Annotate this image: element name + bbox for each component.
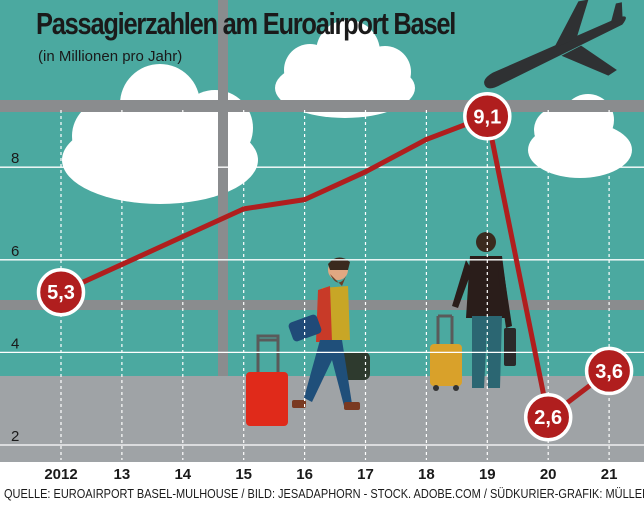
data-label-text: 3,6 (595, 361, 623, 383)
data-point (423, 136, 429, 142)
walking-traveler-icon (288, 257, 370, 410)
x-tick-label: 18 (418, 466, 435, 483)
x-tick-label: 17 (357, 466, 374, 483)
data-label: 3,6 (584, 346, 634, 396)
x-tick-label: 13 (114, 466, 131, 483)
airplane-icon (484, 0, 626, 89)
source-credit: QUELLE: EUROAIRPORT BASEL-MULHOUSE / BIL… (4, 487, 644, 501)
x-tick-label: 20 (540, 466, 557, 483)
yellow-suitcase-icon (430, 314, 462, 391)
data-label-text: 5,3 (47, 282, 75, 304)
data-label: 2,6 (523, 392, 573, 442)
data-label-text: 2,6 (534, 407, 562, 429)
data-label: 5,3 (36, 267, 86, 317)
data-label-badge (523, 392, 573, 442)
data-point (180, 234, 186, 240)
data-point (363, 169, 368, 175)
source-band (0, 484, 644, 510)
chart-subtitle: (in Millionen pro Jahr) (38, 48, 183, 65)
data-label-badge (584, 346, 634, 396)
series-line-path (58, 113, 612, 420)
y-tick-label: 4 (11, 335, 19, 352)
y-tick-label: 6 (11, 243, 19, 260)
data-point (119, 261, 125, 267)
data-label-badge (36, 267, 86, 317)
data-label-badge (463, 92, 512, 141)
cloud-icon (528, 94, 632, 178)
x-tick-label: 2012 (44, 466, 77, 483)
data-label: 9,1 (463, 92, 512, 141)
data-label-text: 9,1 (473, 106, 501, 128)
chart-title: Passagierzahlen am Euroairport Basel (36, 6, 456, 41)
red-suitcase-icon (246, 334, 288, 426)
data-point (241, 206, 247, 212)
standing-traveler-icon (452, 232, 516, 388)
y-tick-label: 2 (11, 428, 19, 445)
x-tick-label: 19 (479, 466, 496, 483)
x-axis-ticks: 2012 13 14 15 16 17 18 19 20 21 (44, 466, 617, 483)
x-tick-label: 14 (174, 466, 191, 483)
data-point (302, 197, 308, 203)
y-axis-ticks: 2 4 6 8 (11, 150, 19, 445)
y-tick-label: 8 (11, 150, 19, 167)
x-tick-label: 21 (601, 466, 618, 483)
x-tick-label: 15 (235, 466, 252, 483)
axis-band (0, 462, 644, 484)
x-tick-label: 16 (296, 466, 313, 483)
data-labels: 5,3 9,1 2,6 3,6 (36, 92, 634, 442)
